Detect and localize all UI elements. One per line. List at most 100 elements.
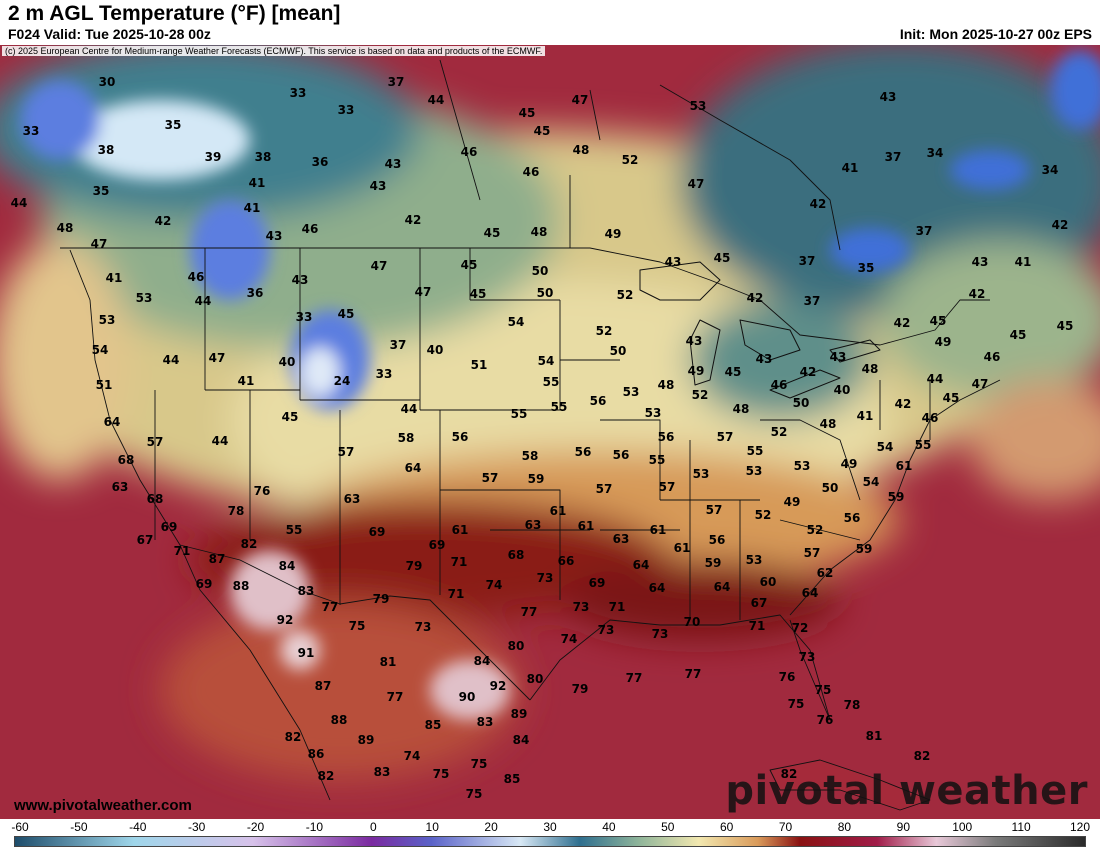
temperature-label: 55: [915, 438, 932, 452]
colorbar-tick-label: 110: [1011, 820, 1031, 834]
temperature-label: 55: [551, 400, 568, 414]
site-url[interactable]: www.pivotalweather.com: [14, 797, 192, 814]
temperature-label: 44: [212, 434, 229, 448]
temperature-label: 43: [686, 334, 703, 348]
temperature-label: 41: [249, 176, 266, 190]
temperature-label: 61: [896, 459, 913, 473]
temperature-label: 33: [290, 86, 307, 100]
temperature-label: 48: [733, 402, 750, 416]
temperature-label: 42: [405, 213, 422, 227]
temperature-label: 47: [415, 285, 432, 299]
temperature-label: 57: [804, 546, 821, 560]
temperature-label: 33: [23, 124, 40, 138]
temperature-label: 75: [815, 683, 832, 697]
temperature-label: 46: [461, 145, 478, 159]
temperature-label: 61: [650, 523, 667, 537]
temperature-label: 68: [508, 548, 525, 562]
temperature-label: 63: [344, 492, 361, 506]
temperature-label: 82: [781, 767, 798, 781]
temperature-label: 79: [406, 559, 423, 573]
temperature-label: 77: [521, 605, 538, 619]
temperature-label: 57: [659, 480, 676, 494]
temperature-label: 48: [531, 225, 548, 239]
temperature-label: 51: [471, 358, 488, 372]
temperature-label: 74: [404, 749, 421, 763]
temperature-label: 55: [649, 453, 666, 467]
temperature-label: 53: [746, 553, 763, 567]
temperature-label: 56: [844, 511, 861, 525]
temperature-label: 52: [617, 288, 634, 302]
temperature-label: 42: [800, 365, 817, 379]
temperature-label: 64: [405, 461, 422, 475]
temperature-label: 37: [799, 254, 816, 268]
temperature-label: 77: [322, 600, 339, 614]
temperature-label: 57: [338, 445, 355, 459]
temperature-label: 43: [830, 350, 847, 364]
colorbar-tick-label: 90: [896, 820, 911, 834]
temperature-label: 68: [147, 492, 164, 506]
temperature-label: 64: [649, 581, 666, 595]
temperature-label: 41: [106, 271, 123, 285]
temperature-label: 50: [793, 396, 810, 410]
temperature-label: 82: [914, 749, 931, 763]
temperature-label: 46: [188, 270, 205, 284]
temperature-label: 48: [862, 362, 879, 376]
temperature-label: 85: [425, 718, 442, 732]
temperature-label: 43: [266, 229, 283, 243]
temperature-label: 66: [558, 554, 575, 568]
temperature-label: 37: [804, 294, 821, 308]
temperature-label: 73: [537, 571, 554, 585]
temperature-label: 45: [943, 391, 960, 405]
temperature-label: 58: [522, 449, 539, 463]
temperature-label: 59: [856, 542, 873, 556]
temperature-label: 71: [451, 555, 468, 569]
temperature-label: 83: [298, 584, 315, 598]
temperature-label: 49: [841, 457, 858, 471]
cold-terrain: [20, 50, 1100, 410]
temperature-label: 53: [645, 406, 662, 420]
temperature-label: 92: [490, 679, 507, 693]
temperature-label: 64: [802, 586, 819, 600]
temperature-label: 82: [318, 769, 335, 783]
temperature-label: 38: [255, 150, 272, 164]
temperature-label: 45: [282, 410, 299, 424]
temperature-label: 63: [112, 480, 129, 494]
temperature-label: 77: [685, 667, 702, 681]
temperature-label: 78: [228, 504, 245, 518]
init-time: Init: Mon 2025-10-27 00z EPS: [899, 26, 1092, 42]
colorbar-tick-label: 100: [952, 820, 973, 834]
colorbar-tick-label: 80: [837, 820, 852, 834]
temperature-label: 50: [537, 286, 554, 300]
temperature-label: 42: [969, 287, 986, 301]
colorbar-tick-label: 70: [778, 820, 793, 834]
temperature-label: 47: [91, 237, 108, 251]
temperature-label: 46: [922, 411, 939, 425]
colorbar-tick-label: -60: [11, 820, 29, 834]
temperature-label: 54: [92, 343, 109, 357]
temperature-label: 40: [834, 383, 851, 397]
temperature-label: 64: [633, 558, 650, 572]
temperature-label: 86: [308, 747, 325, 761]
temperature-label: 55: [543, 375, 560, 389]
temperature-label: 57: [596, 482, 613, 496]
temperature-label: 63: [613, 532, 630, 546]
hot-terrain: [230, 550, 510, 720]
temperature-label: 52: [596, 324, 613, 338]
temperature-label: 56: [709, 533, 726, 547]
temperature-label: 54: [508, 315, 525, 329]
temperature-label: 54: [538, 354, 555, 368]
temperature-label: 45: [930, 314, 947, 328]
temperature-label: 44: [11, 196, 28, 210]
temperature-label: 46: [302, 222, 319, 236]
temperature-label: 79: [373, 592, 390, 606]
temperature-label: 72: [792, 621, 809, 635]
temperature-label: 76: [817, 713, 834, 727]
temperature-label: 61: [674, 541, 691, 555]
temperature-label: 78: [844, 698, 861, 712]
temperature-label: 79: [572, 682, 589, 696]
temperature-label: 84: [279, 559, 296, 573]
temperature-label: 43: [385, 157, 402, 171]
temperature-label: 50: [822, 481, 839, 495]
temperature-label: 42: [155, 214, 172, 228]
temperature-label: 61: [578, 519, 595, 533]
